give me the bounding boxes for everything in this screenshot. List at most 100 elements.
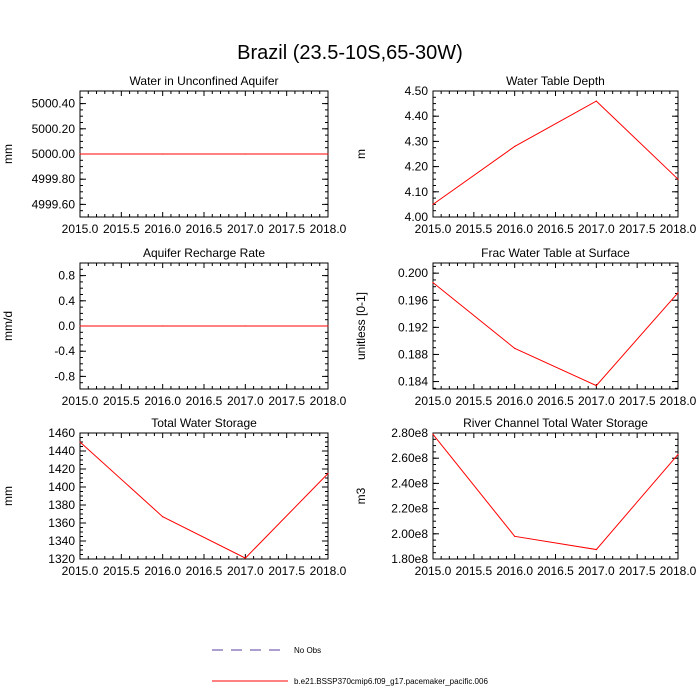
data-point: [162, 153, 164, 155]
y-tick-label: 4.00: [405, 210, 429, 224]
y-tick-label: -0.8: [54, 369, 75, 383]
data-point: [514, 347, 516, 349]
x-tick-label: 2018.0: [660, 564, 697, 578]
x-tick-label: 2015.0: [62, 394, 99, 408]
y-tick-label: 0.192: [398, 320, 428, 334]
data-point: [514, 145, 516, 148]
y-tick-label: 4.20: [405, 160, 429, 174]
y-tick-label: 1440: [48, 444, 75, 458]
y-tick-label: 2.40e8: [391, 476, 428, 490]
data-point: [432, 433, 434, 435]
y-tick-label: 1360: [48, 516, 75, 530]
y-tick-label: 2.00e8: [391, 527, 428, 541]
x-tick-label: 2017.5: [619, 564, 656, 578]
x-tick-label: 2018.0: [660, 394, 697, 408]
series-line: [432, 433, 679, 551]
legend-label-no-obs: No Obs: [294, 646, 321, 655]
data-point: [677, 292, 679, 294]
x-tick-label: 2017.0: [578, 394, 615, 408]
x-tick-label: 2017.0: [578, 222, 615, 236]
data-point: [677, 178, 679, 180]
y-tick-label: 0.200: [398, 266, 428, 280]
x-tick-label: 2016.0: [144, 222, 181, 236]
panels: Water in Unconfined Aquifer mm 2015.0 2015.…: [1, 74, 697, 578]
x-tick-label: 2016.0: [144, 394, 181, 408]
data-point: [514, 535, 516, 537]
y-tick-label: 5000.40: [32, 97, 76, 111]
x-tick-label: 2018.0: [310, 394, 347, 408]
x-tick-label: 2016.5: [537, 394, 574, 408]
y-axis-label: m3: [354, 487, 368, 504]
x-tick-label: 2015.5: [103, 564, 140, 578]
x-tick-label: 2017.5: [268, 394, 305, 408]
panel-2: Water Table Depth m 2015.0 2015.5 2016.0 2016…: [354, 74, 697, 236]
y-tick-label: 2.20e8: [391, 502, 428, 516]
y-tick-label: 4.50: [405, 84, 429, 98]
y-tick-label: 4.30: [405, 134, 429, 148]
series-line: [79, 441, 329, 559]
y-tick-label: 4.10: [405, 185, 429, 199]
data-point: [79, 153, 81, 155]
x-tick-label: 2015.0: [415, 222, 452, 236]
y-tick-label: 1.80e8: [391, 552, 428, 566]
x-tick-label: 2015.5: [103, 394, 140, 408]
y-axis-label: m: [354, 149, 368, 159]
data-point: [327, 325, 329, 327]
data-point: [327, 472, 329, 475]
plot-frame: [432, 432, 679, 560]
panel-title: Water in Unconfined Aquifer: [130, 74, 279, 88]
y-tick-label: 5000.20: [32, 122, 76, 136]
x-tick-label: 2017.5: [619, 222, 656, 236]
y-axis-label: mm/d: [1, 311, 15, 341]
data-point: [244, 325, 246, 327]
figure-title: Brazil (23.5-10S,65-30W): [237, 42, 463, 64]
x-tick-label: 2016.0: [144, 564, 181, 578]
panel-5: Total Water Storage mm 2015.0 2015.5 2016.0 2…: [1, 416, 347, 578]
x-tick-label: 2016.5: [537, 222, 574, 236]
y-tick-label: 1460: [48, 426, 75, 440]
data-point: [595, 100, 597, 102]
y-tick-label: -0.4: [54, 344, 75, 358]
y-tick-label: 0.188: [398, 347, 428, 361]
y-tick-label: 1380: [48, 498, 75, 512]
legend: No Obs b.e21.BSSP370cmip6.f09_g17.pacemak…: [212, 646, 488, 686]
x-tick-label: 2015.0: [415, 564, 452, 578]
y-tick-label: 2.60e8: [391, 451, 428, 465]
x-tick-label: 2018.0: [310, 564, 347, 578]
x-tick-label: 2016.5: [537, 564, 574, 578]
plot-frame: [79, 432, 329, 560]
x-tick-label: 2017.0: [227, 222, 264, 236]
y-tick-label: 4999.80: [32, 172, 76, 186]
data-point: [79, 325, 81, 327]
panel-1: Water in Unconfined Aquifer mm 2015.0 2015.…: [1, 74, 347, 236]
x-tick-label: 2017.5: [268, 564, 305, 578]
panel-3: Aquifer Recharge Rate mm/d 2015.0 2015.5 201…: [1, 246, 347, 408]
panel-title: Frac Water Table at Surface: [481, 246, 630, 260]
data-point: [595, 548, 597, 551]
x-tick-label: 2016.5: [186, 222, 223, 236]
data-point: [244, 153, 246, 155]
y-tick-label: 1400: [48, 480, 75, 494]
y-axis-label: mm: [1, 486, 15, 506]
data-point: [595, 385, 597, 387]
data-point: [244, 557, 246, 559]
y-tick-label: 1320: [48, 552, 75, 566]
y-tick-label: 0.196: [398, 293, 428, 307]
data-point: [162, 325, 164, 327]
data-point: [432, 203, 434, 205]
x-tick-label: 2016.0: [496, 222, 533, 236]
x-tick-label: 2015.5: [455, 394, 492, 408]
y-tick-label: 2.80e8: [391, 426, 428, 440]
y-tick-label: 1420: [48, 462, 75, 476]
plot-frame: [432, 90, 679, 218]
panel-title: River Channel Total Water Storage: [463, 416, 648, 430]
data-point: [432, 282, 434, 284]
data-point: [677, 453, 679, 456]
series-line: [432, 100, 679, 205]
data-point: [327, 153, 329, 155]
y-axis-label: unitless [0-1]: [354, 292, 368, 360]
series-line: [432, 282, 679, 387]
x-tick-label: 2016.5: [186, 564, 223, 578]
plot-frame: [432, 262, 679, 390]
x-tick-label: 2016.0: [496, 564, 533, 578]
